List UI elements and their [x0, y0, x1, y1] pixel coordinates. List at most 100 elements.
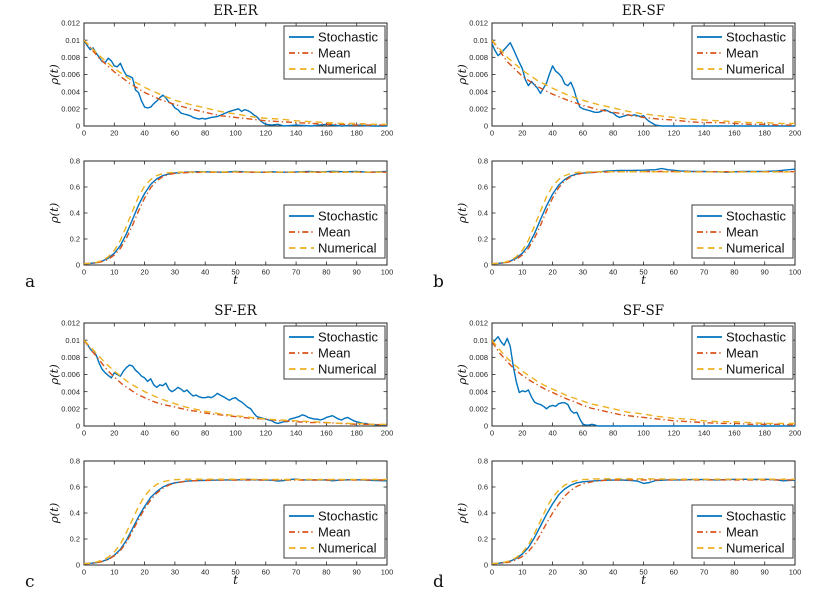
x-tick-label: 70 — [700, 268, 708, 277]
x-tick-label: 60 — [171, 129, 179, 138]
legend-label-stochastic: Stochastic — [318, 509, 378, 524]
y-tick-label: 0.004 — [469, 87, 488, 96]
y-tick-label: 0.8 — [478, 457, 488, 466]
x-tick-label: 20 — [140, 568, 148, 577]
x-tick-label: 0 — [490, 568, 494, 577]
series-mean — [84, 339, 388, 426]
x-tick-label: 80 — [609, 429, 617, 438]
legend-label-numerical: Numerical — [726, 62, 785, 77]
y-tick-label: 0 — [76, 122, 80, 131]
y-tick-label: 0.2 — [70, 535, 80, 544]
legend-label-numerical: Numerical — [318, 241, 377, 256]
y-tick-label: 0 — [484, 422, 488, 431]
x-tick-label: 60 — [262, 568, 270, 577]
panel-a: 0 20 40 60 80 100 120 140 160 180 200 0 0.002 0.004 0.… — [0, 0, 408, 300]
x-tick-label: 100 — [381, 268, 394, 277]
y-tick-label: 0.6 — [478, 483, 488, 492]
x-axis-label: t — [233, 573, 238, 587]
x-tick-label: 40 — [201, 568, 209, 577]
legend-label-stochastic: Stochastic — [318, 30, 378, 45]
series-mean — [492, 39, 795, 126]
panel-letter-a: a — [25, 272, 36, 292]
series-numerical — [492, 171, 795, 265]
chart-er-er-growth: 0 10 20 30 40 50 60 70 80 90 100 0 0.2 0.4 0.6 0.8 t ρ(t)… — [47, 157, 394, 287]
y-tick-label: 0.002 — [469, 104, 488, 113]
y-tick-label: 0.2 — [70, 235, 80, 244]
y-axis-label: ρ(t) — [47, 364, 61, 385]
legend-label-stochastic: Stochastic — [318, 209, 378, 224]
x-tick-label: 0 — [82, 129, 86, 138]
y-tick-label: 0.2 — [478, 535, 488, 544]
y-tick-label: 0.012 — [61, 319, 80, 328]
series-numerical — [84, 171, 387, 265]
x-tick-label: 20 — [110, 429, 118, 438]
y-axis-label: ρ(t) — [455, 64, 469, 85]
x-tick-label: 10 — [518, 568, 526, 577]
x-tick-label: 180 — [758, 129, 771, 138]
y-tick-label: 0 — [76, 422, 80, 431]
x-tick-label: 60 — [670, 568, 678, 577]
x-tick-label: 80 — [201, 129, 209, 138]
chart-sf-sf-decay: 0 20 40 60 80 100 120 140 160 180 200 0 0.002 0.004 0.… — [455, 303, 802, 438]
legend-label-mean: Mean — [726, 46, 759, 61]
panel-letter-c: c — [25, 572, 35, 592]
series-mean — [84, 39, 387, 126]
x-tick-label: 100 — [789, 268, 802, 277]
y-tick-label: 0.01 — [65, 36, 80, 45]
series-numerical — [492, 478, 795, 565]
legend-label-stochastic: Stochastic — [726, 30, 786, 45]
x-tick-label: 120 — [260, 429, 273, 438]
x-tick-label: 160 — [728, 429, 741, 438]
y-tick-label: 0.008 — [61, 353, 80, 362]
x-tick-label: 30 — [579, 268, 587, 277]
x-tick-label: 60 — [171, 429, 179, 438]
y-tick-label: 0.004 — [61, 87, 80, 96]
y-tick-label: 0.6 — [70, 483, 80, 492]
y-tick-label: 0.006 — [469, 70, 488, 79]
x-tick-label: 80 — [609, 129, 617, 138]
x-tick-label: 40 — [609, 568, 617, 577]
x-tick-label: 90 — [353, 568, 361, 577]
y-tick-label: 0 — [484, 261, 488, 270]
x-tick-label: 100 — [637, 129, 650, 138]
y-tick-label: 0.002 — [61, 104, 80, 113]
y-tick-label: 0.006 — [61, 370, 80, 379]
x-tick-label: 140 — [290, 429, 303, 438]
y-tick-label: 0 — [484, 122, 488, 131]
y-axis-label: ρ(t) — [455, 203, 469, 224]
y-tick-label: 0.012 — [469, 19, 488, 28]
x-tick-label: 140 — [290, 129, 303, 138]
x-tick-label: 180 — [350, 429, 363, 438]
x-tick-label: 180 — [350, 129, 363, 138]
x-tick-label: 10 — [518, 268, 526, 277]
x-tick-label: 20 — [518, 129, 526, 138]
legend-label-stochastic: Stochastic — [726, 209, 786, 224]
x-tick-label: 40 — [201, 268, 209, 277]
x-tick-label: 80 — [322, 568, 330, 577]
x-tick-label: 200 — [789, 129, 802, 138]
x-axis-label: t — [641, 273, 646, 287]
chart-title: ER-ER — [213, 3, 258, 19]
x-tick-label: 200 — [789, 429, 802, 438]
x-tick-label: 40 — [140, 129, 148, 138]
x-tick-label: 100 — [229, 129, 242, 138]
x-tick-label: 30 — [171, 268, 179, 277]
x-tick-label: 80 — [322, 268, 330, 277]
x-tick-label: 60 — [579, 129, 587, 138]
x-tick-label: 40 — [140, 429, 148, 438]
x-tick-label: 50 — [231, 268, 239, 277]
legend-label-stochastic: Stochastic — [318, 330, 378, 345]
y-tick-label: 0.008 — [469, 53, 488, 62]
x-tick-label: 30 — [171, 568, 179, 577]
chart-er-er-decay: 0 20 40 60 80 100 120 140 160 180 200 0 0.002 0.004 0.… — [47, 3, 393, 138]
x-tick-label: 100 — [381, 568, 394, 577]
x-tick-label: 90 — [353, 268, 361, 277]
y-tick-label: 0.8 — [478, 157, 488, 166]
chart-sf-er-decay: 0 20 40 60 80 100 120 140 160 180 200 0 0.002 0.004 0.… — [47, 303, 393, 438]
panel-b: 0 20 40 60 80 100 120 140 160 180 200 0 0.002 0.004 0.… — [408, 0, 816, 300]
x-tick-label: 0 — [82, 429, 86, 438]
x-tick-label: 90 — [761, 268, 769, 277]
y-tick-label: 0.01 — [473, 36, 488, 45]
x-tick-label: 0 — [490, 268, 494, 277]
y-axis-label: ρ(t) — [47, 64, 61, 85]
